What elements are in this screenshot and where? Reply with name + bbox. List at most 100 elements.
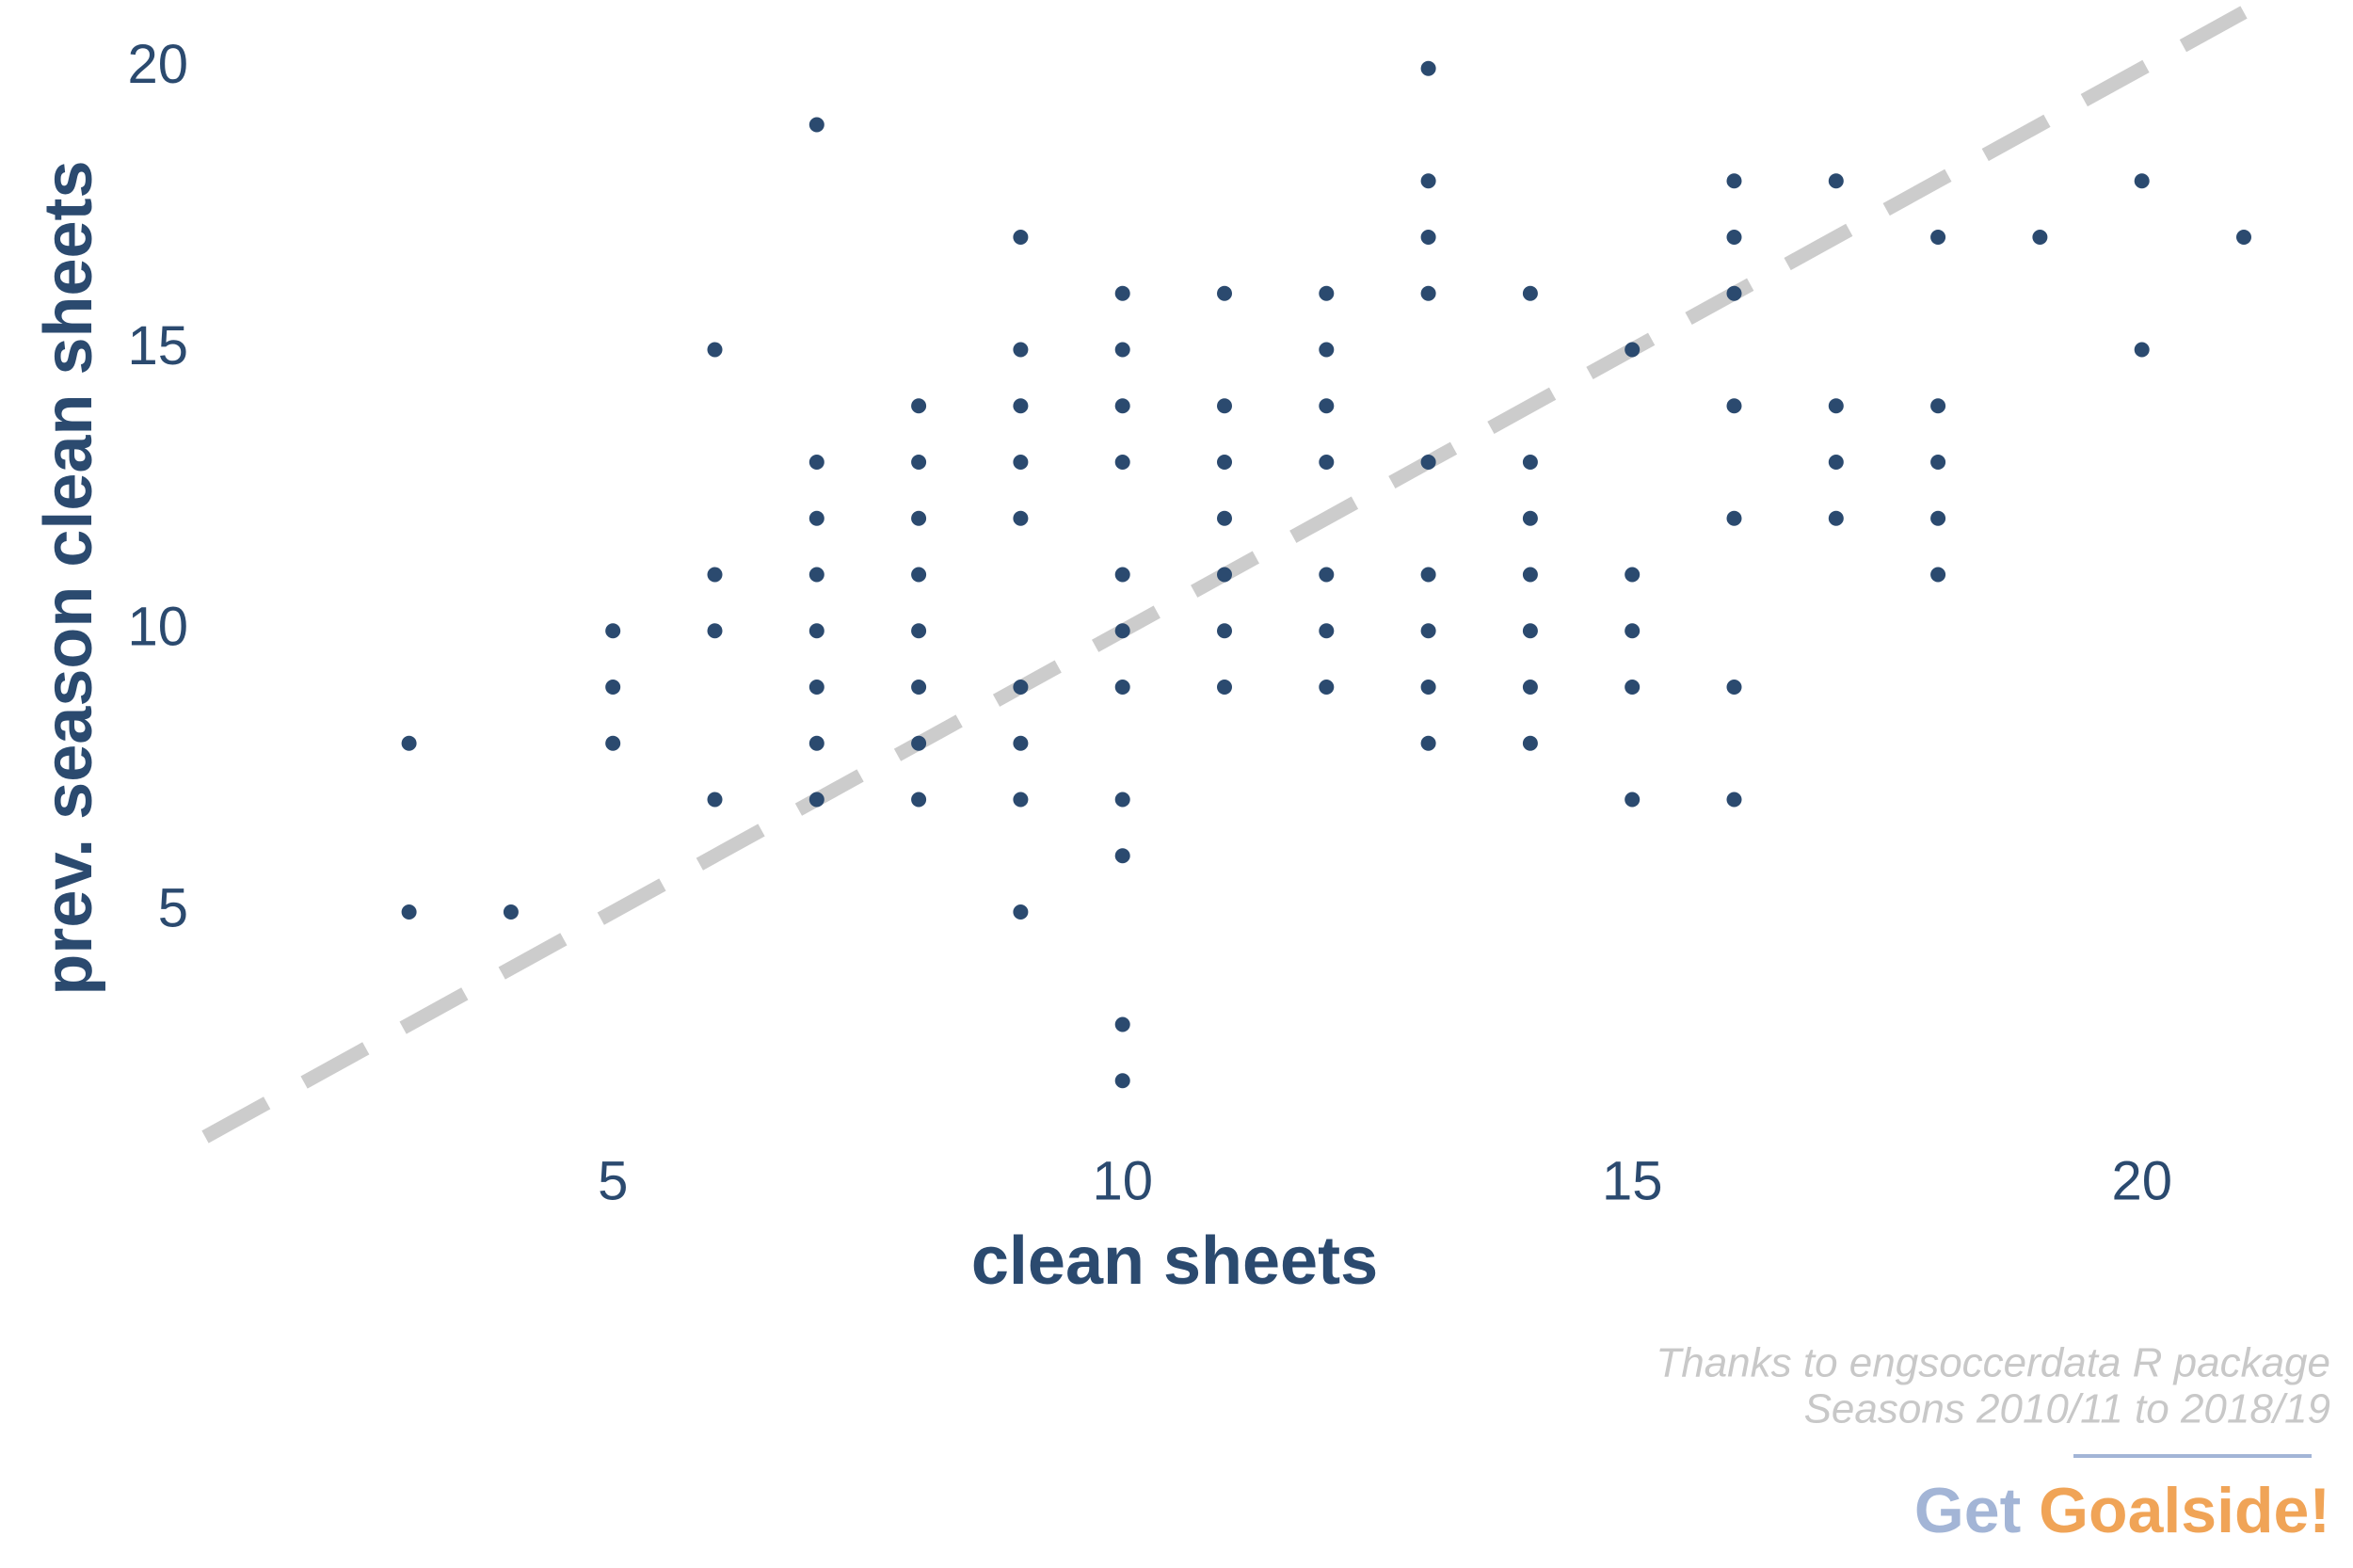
point — [1114, 1016, 1130, 1032]
point — [1522, 285, 1538, 301]
point — [1726, 510, 1742, 526]
point — [1828, 173, 1844, 189]
point — [1726, 230, 1742, 245]
point — [911, 510, 927, 526]
point — [1319, 567, 1335, 583]
point — [1522, 735, 1538, 751]
point — [1013, 510, 1029, 526]
point — [1217, 398, 1232, 414]
point — [1522, 680, 1538, 695]
point — [1217, 510, 1232, 526]
point — [1930, 230, 1946, 245]
point — [1217, 285, 1232, 301]
point — [1420, 285, 1436, 301]
point — [2236, 230, 2251, 245]
point — [605, 680, 621, 695]
y-tick-label: 15 — [127, 315, 188, 376]
y-tick-label: 5 — [158, 877, 188, 938]
point — [1013, 792, 1029, 808]
point — [1420, 455, 1436, 470]
point — [1522, 455, 1538, 470]
point — [1013, 455, 1029, 470]
point — [1726, 285, 1742, 301]
point — [1319, 680, 1335, 695]
point — [707, 342, 723, 358]
point — [911, 567, 927, 583]
point — [1013, 342, 1029, 358]
point — [401, 735, 417, 751]
point — [1930, 567, 1946, 583]
point — [911, 680, 927, 695]
point — [1726, 680, 1742, 695]
point — [707, 792, 723, 808]
point — [401, 904, 417, 920]
point — [1217, 680, 1232, 695]
x-tick-label: 10 — [1092, 1150, 1153, 1211]
y-tick-label: 20 — [127, 34, 188, 95]
point — [1114, 848, 1130, 864]
point — [1217, 623, 1232, 639]
point — [1420, 230, 1436, 245]
point — [707, 623, 723, 639]
point — [1114, 792, 1130, 808]
brand: Get Goalside! — [1914, 1475, 2330, 1546]
point — [808, 792, 824, 808]
point — [1114, 1073, 1130, 1089]
point — [1114, 623, 1130, 639]
point — [707, 567, 723, 583]
point — [1319, 455, 1335, 470]
point — [1319, 285, 1335, 301]
point — [1420, 680, 1436, 695]
point — [2032, 230, 2048, 245]
caption: Seasons 2010/11 to 2018/19 — [1804, 1386, 2330, 1432]
point — [911, 792, 927, 808]
point — [808, 567, 824, 583]
point — [1522, 567, 1538, 583]
brand-word: Goalside! — [2039, 1475, 2330, 1546]
y-axis-title: prev. season clean sheets — [31, 160, 106, 995]
point — [808, 510, 824, 526]
x-tick-label: 15 — [1602, 1150, 1663, 1211]
point — [1013, 735, 1029, 751]
point — [1420, 173, 1436, 189]
point — [1930, 455, 1946, 470]
point — [1114, 680, 1130, 695]
point — [1930, 398, 1946, 414]
point — [808, 455, 824, 470]
point — [1420, 735, 1436, 751]
caption: Thanks to engsoccerdata R package — [1656, 1340, 2330, 1386]
point — [1625, 792, 1641, 808]
brand-word: Get — [1914, 1475, 2021, 1546]
point — [1625, 342, 1641, 358]
point — [1013, 398, 1029, 414]
point — [1013, 680, 1029, 695]
point — [911, 735, 927, 751]
point — [1522, 623, 1538, 639]
point — [1114, 398, 1130, 414]
point — [1726, 173, 1742, 189]
point — [1625, 680, 1641, 695]
point — [503, 904, 519, 920]
point — [1319, 623, 1335, 639]
point — [808, 117, 824, 133]
point — [1114, 342, 1130, 358]
point — [2134, 173, 2150, 189]
point — [1625, 567, 1641, 583]
point — [1522, 510, 1538, 526]
x-tick-label: 20 — [2111, 1150, 2172, 1211]
point — [808, 735, 824, 751]
point — [1420, 567, 1436, 583]
point — [1420, 60, 1436, 76]
point — [808, 680, 824, 695]
point — [1217, 567, 1232, 583]
point — [1319, 342, 1335, 358]
point — [2134, 342, 2150, 358]
point — [1828, 398, 1844, 414]
point — [808, 623, 824, 639]
point — [1114, 285, 1130, 301]
point — [1114, 567, 1130, 583]
point — [1013, 904, 1029, 920]
point — [1726, 398, 1742, 414]
point — [1828, 510, 1844, 526]
